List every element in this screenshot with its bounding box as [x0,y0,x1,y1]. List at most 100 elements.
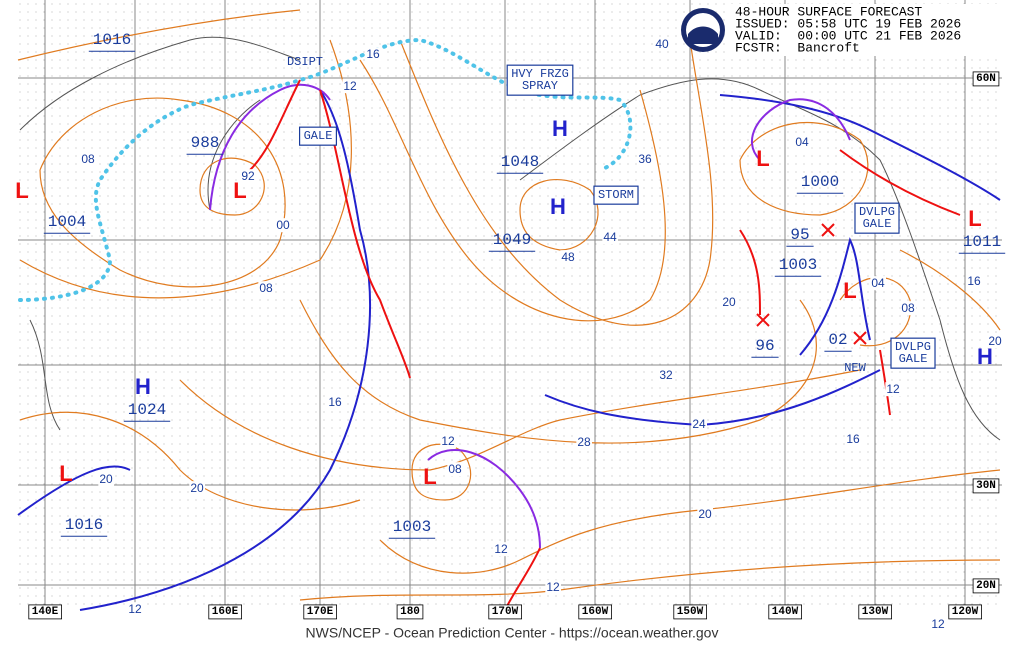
pressure-label: 1011 [963,233,1001,251]
pressure-label: 1049 [493,231,531,249]
longitude-label-box [948,604,983,620]
isobar-label: 08 [448,462,462,476]
pressure-center: L [59,461,72,486]
latitude-label: 30N [976,480,996,492]
footer: NWS/NCEP - Ocean Prediction Center - htt… [306,625,719,641]
isobar-label-bg [697,507,713,522]
isobar-label-bg [127,602,143,617]
header-valid: VALID: 00:00 UTC 21 FEB 2026 [735,28,961,43]
isobar-label-bg [987,334,1003,349]
warning-box [506,64,574,96]
longitude-label: 160E [212,606,239,618]
isobar-label: 20 [722,295,736,309]
pressure-label: 95 [790,226,809,244]
isobar-label-bg [845,432,861,447]
graticule [18,0,1002,605]
longitude-label-box [768,604,803,620]
pressure-center: H [977,344,993,369]
isobar-label-bg [365,47,381,62]
isobar-label: 28 [577,435,591,449]
longitude-label-box [858,604,893,620]
isobar-label: 44 [603,230,617,244]
isobar-label: 04 [871,276,885,290]
pressure-label: 1003 [393,518,431,536]
longitude-label-box [396,604,424,620]
latitude-label: 20N [976,580,996,592]
latitude-label-box [972,478,1000,494]
longitude-label-box [673,604,708,620]
isobar-label-bg [870,276,886,291]
pressure-center: H [135,374,151,399]
noaa-logo [681,8,725,52]
low-marker [756,313,770,327]
longitude-label-box [578,604,613,620]
isobar-label: 08 [81,152,95,166]
header-forecaster: FCSTR: Bancroft [735,40,860,55]
warning-box [298,126,338,146]
longitude-label: 140E [32,606,59,618]
warning-text: NEW [844,361,866,375]
pressure-label: 1024 [128,401,166,419]
low-marker [853,331,867,345]
isobar-label-bg [900,301,916,316]
isobar-label-bg [637,152,653,167]
longitude-label-box [208,604,243,620]
isobar-label-bg [275,218,291,233]
isobar-label: 12 [546,580,560,594]
warning-text: DVLPG [859,205,895,219]
pressure-label: 1000 [801,173,839,191]
pressure-center: L [15,178,28,203]
longitude-label: 180 [400,606,420,618]
isobar-label: 16 [967,274,981,288]
longitude-label-box [488,604,523,620]
isobar-label-bg [493,542,509,557]
isobar-label-bg [545,580,561,595]
isobar-label: 08 [259,281,273,295]
pressure-label: 1016 [65,516,103,534]
longitude-label: 130W [862,606,889,618]
isobar-label-bg [327,395,343,410]
isobar-label-bg [602,230,618,245]
isobar-label: 12 [494,542,508,556]
isobar-label: 92 [241,169,255,183]
pressure-label: 02 [828,331,847,349]
isobar-label: 16 [328,395,342,409]
isobar-label-bg [885,382,901,397]
isobar-label: 24 [692,417,706,431]
warning-text: GALE [899,352,928,366]
longitude-label: 160W [582,606,609,618]
isobar-label: 00 [276,218,290,232]
isobar-label: 08 [901,301,915,315]
isobar-label: 12 [886,382,900,396]
isobar-label-bg [240,169,256,184]
isobar-label-bg [721,295,737,310]
warning-box [593,185,639,205]
warning-box [854,202,900,234]
pressure-center: L [423,464,436,489]
pressure-center: L [233,178,246,203]
pressure-center: H [550,194,566,219]
isobar-label: 20 [988,334,1002,348]
longitude-label: 170E [307,606,334,618]
pressure-label: 1004 [48,213,86,231]
isobar-label: 32 [659,368,673,382]
longitude-label-box [303,604,338,620]
isobar-label-bg [258,281,274,296]
low-marker [821,223,835,237]
warning-text: SPRAY [522,79,558,93]
ice-edge [18,37,633,302]
warning-text: HVY FRZG [511,67,569,81]
header-box [730,4,1002,56]
longitude-label: 170W [492,606,519,618]
isobar-label-bg [691,417,707,432]
isobar-label: 12 [128,602,142,616]
isobar-label-bg [930,617,946,632]
longitude-label-box [28,604,63,620]
isobar-label-bg [98,472,114,487]
isobar-label: 16 [366,47,380,61]
warning-text: GALE [863,217,892,231]
pressure-center: L [756,146,769,171]
latitude-label: 60N [976,73,996,85]
isobar-label-bg [560,250,576,265]
isobar-label-bg [342,79,358,94]
